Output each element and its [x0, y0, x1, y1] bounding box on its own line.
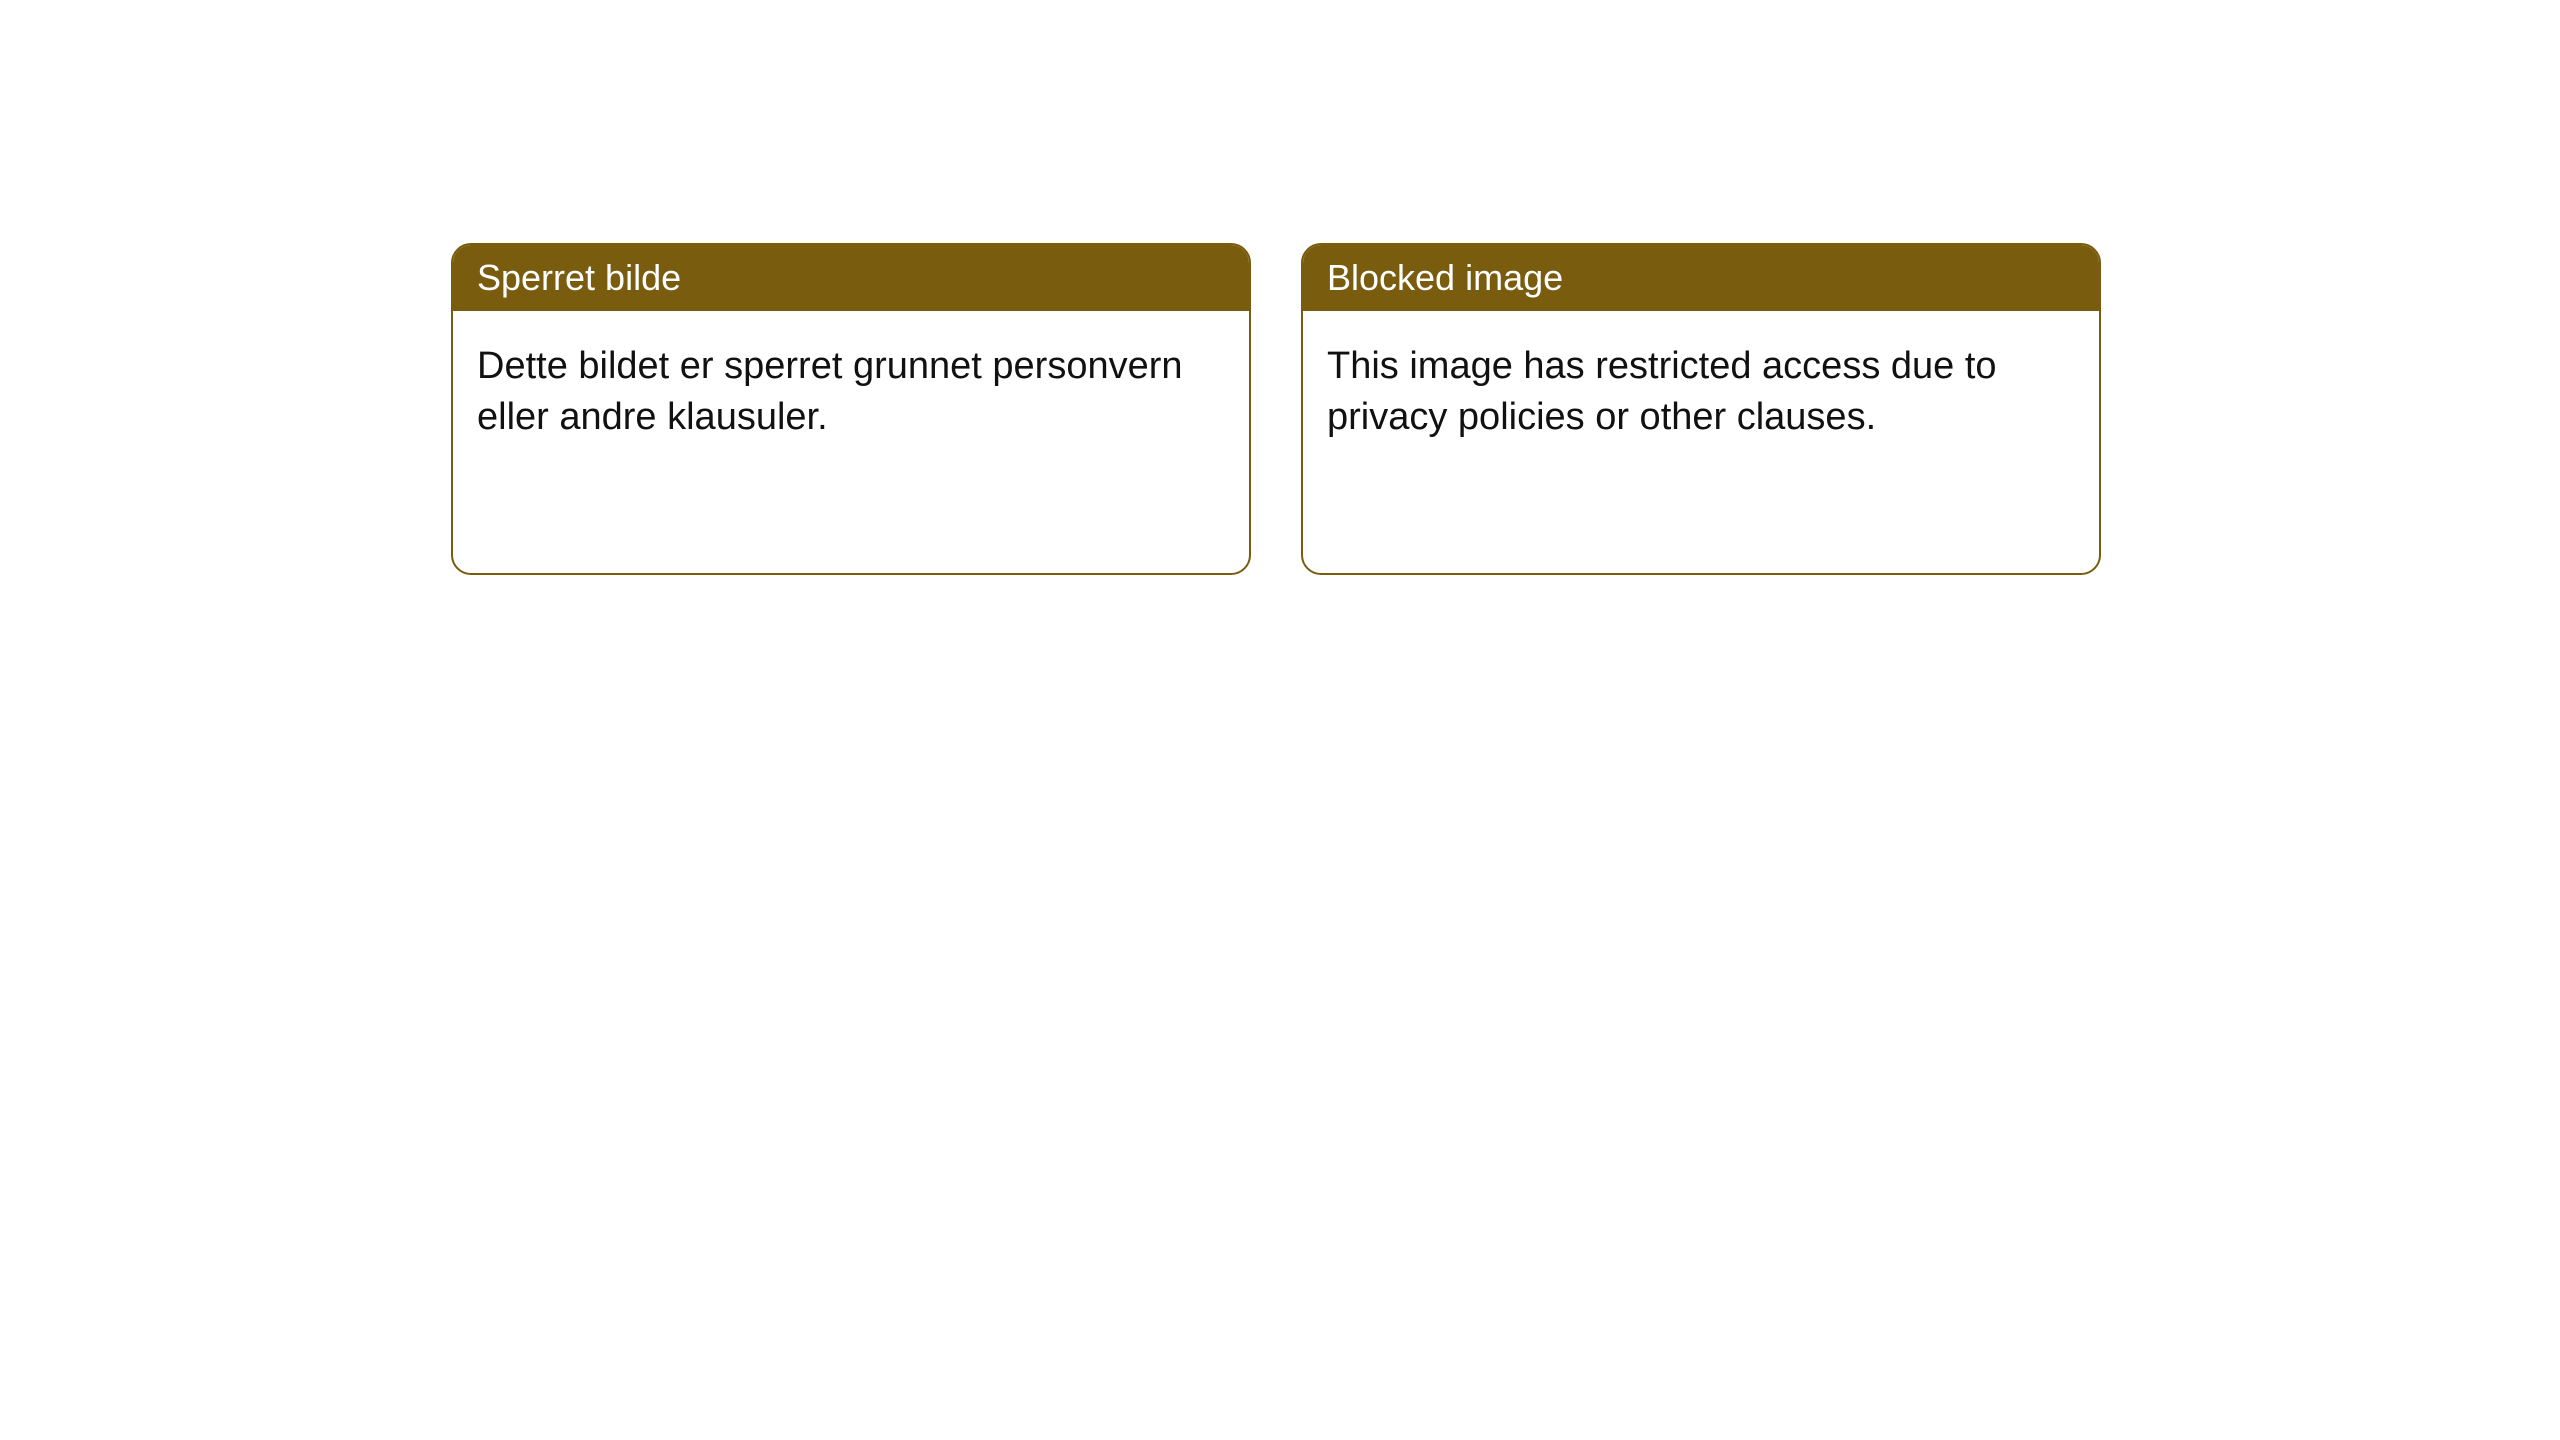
notice-card-norwegian: Sperret bilde Dette bildet er sperret gr…: [451, 243, 1251, 575]
notice-card-body: This image has restricted access due to …: [1303, 311, 2099, 474]
notice-card-body: Dette bildet er sperret grunnet personve…: [453, 311, 1249, 474]
notice-card-header: Sperret bilde: [453, 245, 1249, 311]
notice-title: Blocked image: [1327, 257, 1563, 298]
notice-cards-container: Sperret bilde Dette bildet er sperret gr…: [451, 243, 2101, 575]
notice-title: Sperret bilde: [477, 257, 681, 298]
notice-body-text: This image has restricted access due to …: [1327, 345, 1997, 438]
notice-card-header: Blocked image: [1303, 245, 2099, 311]
notice-body-text: Dette bildet er sperret grunnet personve…: [477, 345, 1183, 438]
notice-card-english: Blocked image This image has restricted …: [1301, 243, 2101, 575]
